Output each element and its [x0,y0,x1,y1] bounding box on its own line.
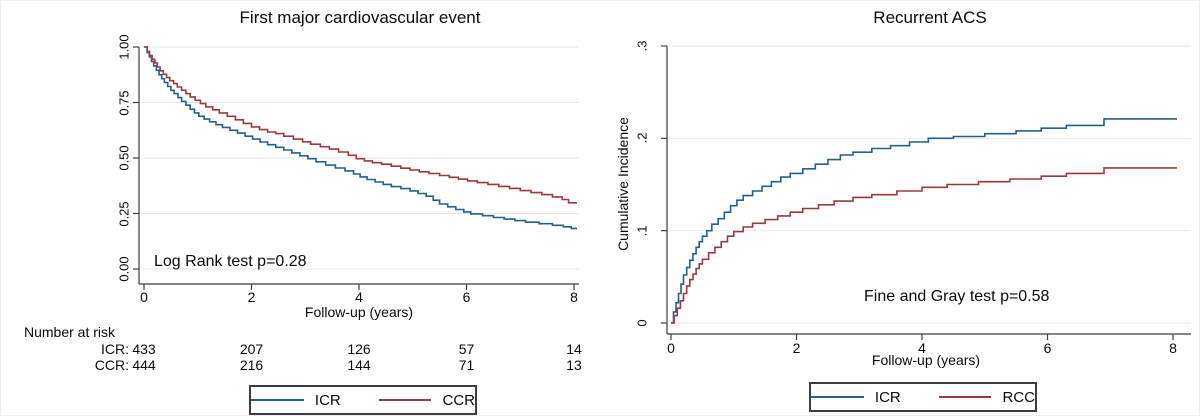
risk-value: 216 [239,357,264,373]
y-tick-label: 0.25 [116,200,132,227]
legend-line-rcc-icon [938,396,992,398]
x-tick-label: 0 [667,340,675,356]
risk-value: 207 [239,341,264,357]
risk-value: 444 [132,357,156,373]
x-tick-label: 8 [570,289,578,305]
y-tick-label: .1 [634,225,650,237]
legend-label-icr: ICR [874,388,901,406]
right-yaxis-title: Cumulative Incidence [615,117,631,251]
legend-label-ccr: CCR [442,391,475,409]
y-tick-label: .2 [634,132,650,144]
risk-value: 14 [566,341,582,357]
y-tick-label: 0.50 [116,145,132,171]
risk-value: 144 [347,357,371,373]
x-tick-label: 6 [462,289,471,305]
legend-line-icr-icon [251,399,304,401]
legend-line-icr-icon [811,396,864,398]
legend-line-ccr-icon [378,399,432,401]
x-tick-label: 4 [918,340,926,356]
y-tick-label: 0.00 [116,256,132,282]
y-tick-label: 1.00 [116,34,132,60]
rcc-curve [671,167,1177,324]
x-tick-label: 6 [1043,340,1052,356]
y-tick-label: 0.75 [116,89,132,116]
legend-label-rcc: RCC [1002,388,1035,406]
y-tick-label: .3 [634,40,650,52]
x-tick-label: 2 [247,289,256,305]
x-tick-label: 8 [1169,340,1177,356]
x-tick-label: 4 [355,289,363,305]
risk-value: 433 [132,341,156,357]
right-legend: ICR RCC [809,382,1037,412]
risk-value: 57 [458,341,475,357]
right-chart-title: Recurrent ACS [873,8,987,27]
right-xaxis-title: Follow-up (years) [871,352,981,368]
legend-label-icr: ICR [314,391,341,409]
logrank-test-annotation: Log Rank test p=0.28 [154,253,307,270]
x-tick-label: 2 [792,340,801,356]
fine-gray-test-annotation: Fine and Gray test p=0.58 [864,288,1050,305]
risk-row-label-ccr: CCR: [94,357,129,373]
risk-row-label-icr: ICR: [101,341,129,357]
number-at-risk-heading: Number at risk [24,324,116,340]
icr-curve [671,118,1177,324]
left-chart-title: First major cardiovascular event [239,8,481,27]
x-tick-label: 0 [140,289,148,305]
risk-value: 126 [347,341,371,357]
risk-value: 13 [566,357,582,373]
ccr-curve [144,46,577,204]
icr-curve [144,46,577,230]
y-tick-label: 0 [634,319,650,327]
left-xaxis-title: Follow-up (years) [304,304,414,320]
risk-value: 71 [458,357,475,373]
left-legend: ICR CCR [249,385,477,415]
